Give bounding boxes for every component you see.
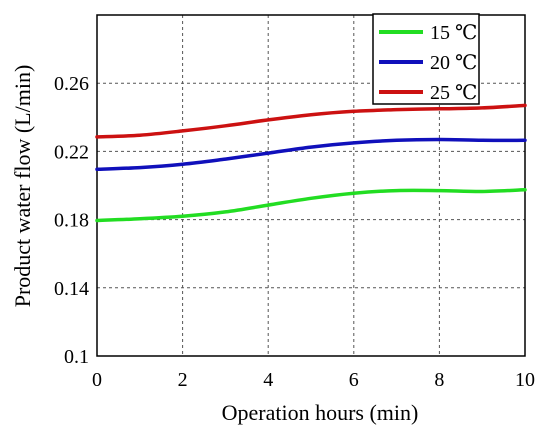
y-tick-label: 0.26 — [54, 73, 89, 95]
series-line-2 — [95, 137, 527, 172]
legend-box — [372, 13, 480, 105]
x-axis-label: Operation hours (min) — [222, 400, 419, 425]
x-tick-label: 10 — [515, 369, 535, 391]
legend-label: 15 ℃ — [430, 22, 477, 44]
plot-frame — [96, 14, 526, 357]
legend: 15 ℃ 20 ℃ 25 ℃ — [372, 13, 480, 105]
y-tick-label: 0.1 — [64, 346, 89, 368]
series-line-1 — [95, 188, 527, 223]
x-tick-label: 8 — [434, 369, 444, 391]
y-axis-label: Product water flow (L/min) — [10, 65, 35, 308]
y-tick-label: 0.18 — [54, 210, 89, 232]
series-line-3 — [95, 103, 527, 139]
legend-label: 20 ℃ — [430, 52, 477, 74]
x-tick-label: 2 — [178, 369, 188, 391]
y-tick-label: 0.14 — [54, 278, 89, 300]
x-tick-label: 4 — [263, 369, 273, 391]
y-tick-label: 0.22 — [54, 141, 89, 163]
legend-label: 25 ℃ — [430, 82, 477, 104]
tick-labels: 0 2 4 6 8 10 0.1 0.14 0.18 0.22 0.26 — [54, 73, 535, 391]
x-tick-label: 0 — [92, 369, 102, 391]
x-tick-label: 6 — [349, 369, 359, 391]
series-lines — [95, 103, 527, 223]
